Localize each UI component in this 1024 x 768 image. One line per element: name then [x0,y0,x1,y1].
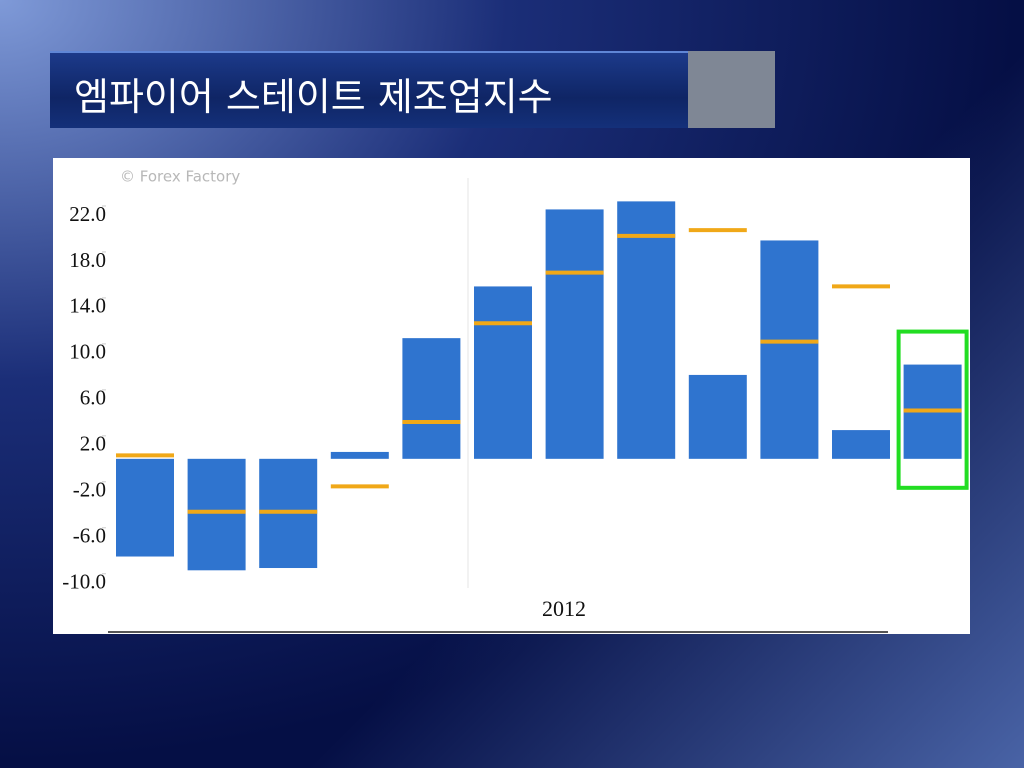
y-tick-label: -10.0 [62,570,106,594]
y-tick-label: 18.0 [69,248,106,272]
slide-title: 엠파이어 스테이트 제조업지수 [74,75,553,119]
y-tick-label: 22.0 [69,202,106,226]
title-block [688,51,775,128]
highlight-box [896,329,969,490]
x-axis-label: 2012 [542,596,586,621]
y-tick-label: -2.0 [73,478,106,502]
y-tick-label: 2.0 [80,432,106,456]
y-tick-label: 10.0 [69,340,106,364]
bar [688,374,747,459]
bar [116,458,174,557]
bar [187,458,246,571]
bar [545,209,604,459]
watermark: © Forex Factory [120,168,240,186]
title-bar [50,51,688,128]
bar [832,430,890,459]
bar [402,338,461,459]
bar [760,240,819,459]
bar [474,286,532,459]
y-tick-label: 14.0 [69,294,106,318]
bar [617,201,676,459]
y-tick-label: 6.0 [80,386,106,410]
bar [330,451,389,459]
y-tick-label: -6.0 [73,524,106,548]
